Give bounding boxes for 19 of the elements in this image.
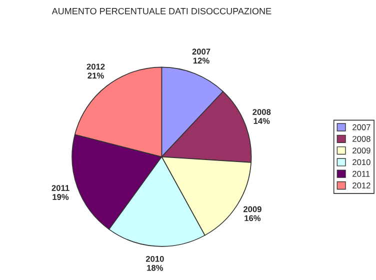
data-label: 18%	[147, 264, 164, 271]
data-label: 12%	[193, 58, 210, 64]
data-label: 14%	[254, 118, 270, 124]
legend-label: 2010	[352, 159, 370, 166]
legend-label: 2011	[352, 170, 370, 177]
data-label: 21%	[88, 72, 104, 79]
legend-label: 2007	[352, 124, 370, 130]
legend-label: 2008	[352, 136, 370, 142]
chart-title: AUMENTO PERCENTUALE DATI DISOCCUPAZIONE	[52, 8, 272, 14]
slice-label: 2007	[192, 48, 210, 55]
slice-label: 2009	[243, 206, 262, 212]
data-label: 16%	[244, 215, 261, 222]
slice-label: 2010	[146, 256, 164, 262]
slice-label: 2012	[86, 64, 105, 70]
legend-label: 2009	[352, 148, 370, 154]
slice-label: 2008	[252, 109, 271, 115]
data-label: 19%	[52, 194, 69, 200]
legend-label: 2012	[352, 182, 370, 188]
slice-label: 2011	[52, 185, 70, 191]
